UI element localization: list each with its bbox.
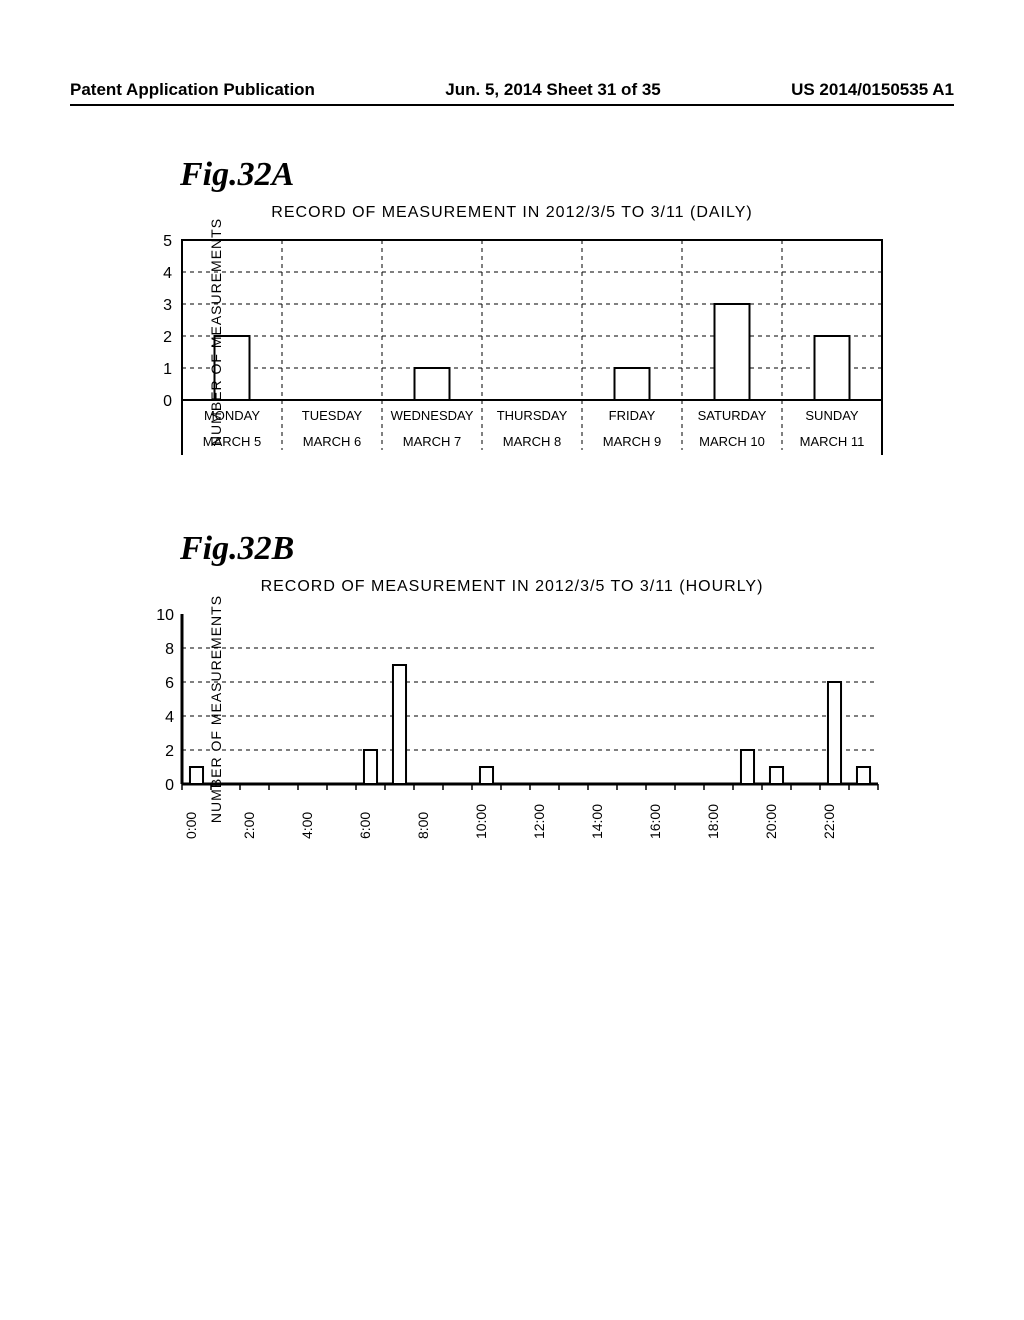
figure-b-xlabels: 0:002:004:006:008:0010:0012:0014:0016:00… [182, 804, 878, 839]
figure-b-chart: RECORD OF MEASUREMENT IN 2012/3/5 TO 3/1… [132, 578, 892, 839]
figure-b-xtick-label: 16:00 [646, 804, 704, 839]
figure-a-svg: 012345MONDAYMARCH 5TUESDAYMARCH 6WEDNESD… [132, 230, 892, 460]
svg-text:4: 4 [165, 709, 174, 726]
svg-text:MARCH 6: MARCH 6 [303, 434, 362, 449]
figure-a-title: RECORD OF MEASUREMENT IN 2012/3/5 TO 3/1… [132, 204, 892, 222]
svg-text:MARCH 7: MARCH 7 [403, 434, 462, 449]
svg-text:5: 5 [163, 233, 172, 250]
figure-b-xtick-label: 20:00 [762, 804, 820, 839]
svg-text:3: 3 [163, 297, 172, 314]
svg-text:FRIDAY: FRIDAY [609, 408, 656, 423]
figure-b-xtick-label: 14:00 [588, 804, 646, 839]
document-header: Patent Application Publication Jun. 5, 2… [70, 80, 954, 106]
svg-text:10: 10 [156, 607, 174, 624]
figure-b-xtick-label: 12:00 [530, 804, 588, 839]
svg-text:0: 0 [165, 777, 174, 794]
svg-text:1: 1 [163, 361, 172, 378]
figure-a-label: Fig.32A [180, 156, 954, 194]
svg-text:4: 4 [163, 265, 172, 282]
figure-b-xtick-label: 8:00 [414, 804, 472, 839]
page: Patent Application Publication Jun. 5, 2… [0, 0, 1024, 879]
header-left: Patent Application Publication [70, 80, 315, 100]
svg-text:8: 8 [165, 641, 174, 658]
svg-text:6: 6 [165, 675, 174, 692]
figure-b-xtick-label: 4:00 [298, 804, 356, 839]
svg-text:SATURDAY: SATURDAY [698, 408, 767, 423]
svg-text:TUESDAY: TUESDAY [302, 408, 363, 423]
svg-text:THURSDAY: THURSDAY [497, 408, 568, 423]
figure-a-chart: RECORD OF MEASUREMENT IN 2012/3/5 TO 3/1… [132, 204, 892, 460]
svg-text:2: 2 [163, 329, 172, 346]
svg-text:2: 2 [165, 743, 174, 760]
figure-b-xtick-label: 10:00 [472, 804, 530, 839]
svg-text:MARCH 10: MARCH 10 [699, 434, 765, 449]
figure-a-ylabel: NUMBER OF MEASUREMENTS [208, 218, 224, 446]
svg-text:WEDNESDAY: WEDNESDAY [391, 408, 474, 423]
figure-b-ylabel: NUMBER OF MEASUREMENTS [208, 594, 224, 822]
svg-text:MARCH 11: MARCH 11 [800, 434, 865, 449]
figure-b-label: Fig.32B [180, 530, 954, 568]
figure-b-xtick-label: 22:00 [820, 804, 878, 839]
figure-b-xtick-label: 18:00 [704, 804, 762, 839]
svg-text:SUNDAY: SUNDAY [805, 408, 859, 423]
figure-b-xtick-label: 6:00 [356, 804, 414, 839]
figure-b-title: RECORD OF MEASUREMENT IN 2012/3/5 TO 3/1… [132, 578, 892, 596]
figure-b-xtick-label: 2:00 [240, 804, 298, 839]
header-right: US 2014/0150535 A1 [791, 80, 954, 100]
svg-text:MARCH 9: MARCH 9 [603, 434, 662, 449]
header-center: Jun. 5, 2014 Sheet 31 of 35 [445, 80, 660, 100]
svg-text:0: 0 [163, 393, 172, 410]
figure-b-svg: 0 2 4 6 8 10 [132, 604, 892, 804]
svg-text:MARCH 8: MARCH 8 [503, 434, 562, 449]
